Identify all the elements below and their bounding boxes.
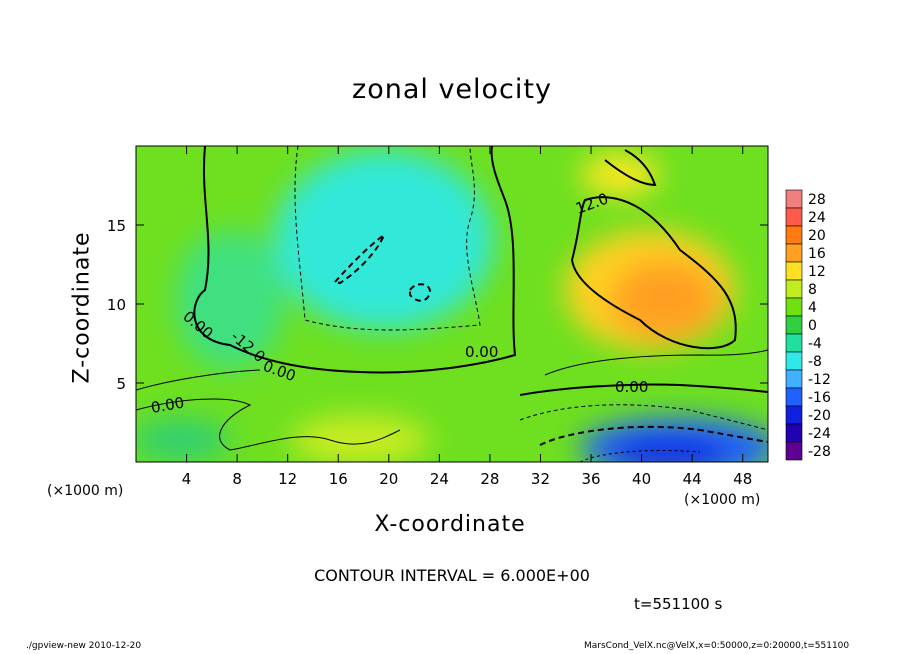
colorbar-swatch — [785, 297, 803, 317]
x-tick-label: 32 — [531, 470, 550, 488]
colorbar-swatch — [785, 441, 803, 461]
contour-interval-text: CONTOUR INTERVAL = 6.000E+00 — [314, 566, 590, 585]
colorbar-label: -28 — [808, 444, 831, 460]
x-tick-label: 36 — [581, 470, 600, 488]
colorbar-swatch — [785, 207, 803, 227]
y-tick-label: 15 — [107, 217, 126, 235]
chart-title: zonal velocity — [352, 74, 552, 105]
colorbar-label: 0 — [808, 318, 817, 334]
colorbar-label: 20 — [808, 228, 826, 244]
colorbar-swatch — [785, 387, 803, 407]
colorbar-label: -4 — [808, 336, 822, 352]
x-tick-label: 8 — [232, 470, 242, 488]
colorbar-swatch — [785, 369, 803, 389]
colorbar-label: 16 — [808, 246, 826, 262]
x-unit-label-right: (×1000 m) — [684, 492, 761, 508]
y-axis-label: Z-coordinate — [69, 231, 95, 384]
colorbar-label: -16 — [808, 390, 831, 406]
x-tick-label: 48 — [733, 470, 752, 488]
colorbar-label: -20 — [808, 408, 831, 424]
y-tick-label: 5 — [116, 375, 126, 393]
contour-label: 0.00 — [150, 393, 186, 417]
x-tick-label: 16 — [329, 470, 348, 488]
contour-label: 0.00 — [615, 378, 648, 396]
contour-lines — [136, 146, 768, 462]
x-axis-label: X-coordinate — [374, 512, 526, 537]
colorbar-label: 12 — [808, 264, 826, 280]
x-tick-label: 40 — [632, 470, 651, 488]
colorbar-label: 8 — [808, 282, 817, 298]
colorbar-label: 24 — [808, 210, 826, 226]
colorbar-label: 28 — [808, 192, 826, 208]
colorbar-label: -12 — [808, 372, 831, 388]
contour-label: 0.00 — [465, 343, 498, 361]
colorbar-swatch — [785, 261, 803, 281]
colorbar-swatch — [785, 243, 803, 263]
y-axis: 5 10 15 — [107, 217, 768, 393]
x-tick-label: 20 — [379, 470, 398, 488]
x-tick-label: 28 — [480, 470, 499, 488]
colorbar-swatch — [785, 423, 803, 443]
colorbar: 28 24 20 16 12 8 4 0 -4 -8 -12 -16 -20 -24 -28 — [785, 189, 831, 461]
colorbar-swatch — [785, 333, 803, 353]
colorbar-swatch — [785, 315, 803, 335]
colorbar-swatch — [785, 189, 803, 209]
colorbar-swatch — [785, 279, 803, 299]
y-tick-label: 10 — [107, 296, 126, 314]
time-label: t=551100 s — [634, 595, 723, 613]
colorbar-swatch — [785, 225, 803, 245]
x-tick-label: 4 — [182, 470, 192, 488]
x-tick-label: 44 — [683, 470, 702, 488]
x-axis: 4 8 12 16 20 24 28 32 36 40 44 48 — [182, 146, 752, 488]
x-tick-label: 24 — [430, 470, 449, 488]
x-unit-label-left: (×1000 m) — [47, 483, 124, 499]
colorbar-swatch — [785, 405, 803, 425]
colorbar-swatch — [785, 351, 803, 371]
colorbar-label: 4 — [808, 300, 817, 316]
footer-left: ./gpview-new 2010-12-20 — [26, 641, 142, 651]
colorbar-label: -8 — [808, 354, 822, 370]
colorbar-label: -24 — [808, 426, 831, 442]
footer-right: MarsCond_VelX.nc@VelX,x=0:50000,z=0:2000… — [584, 641, 850, 651]
x-tick-label: 12 — [278, 470, 297, 488]
